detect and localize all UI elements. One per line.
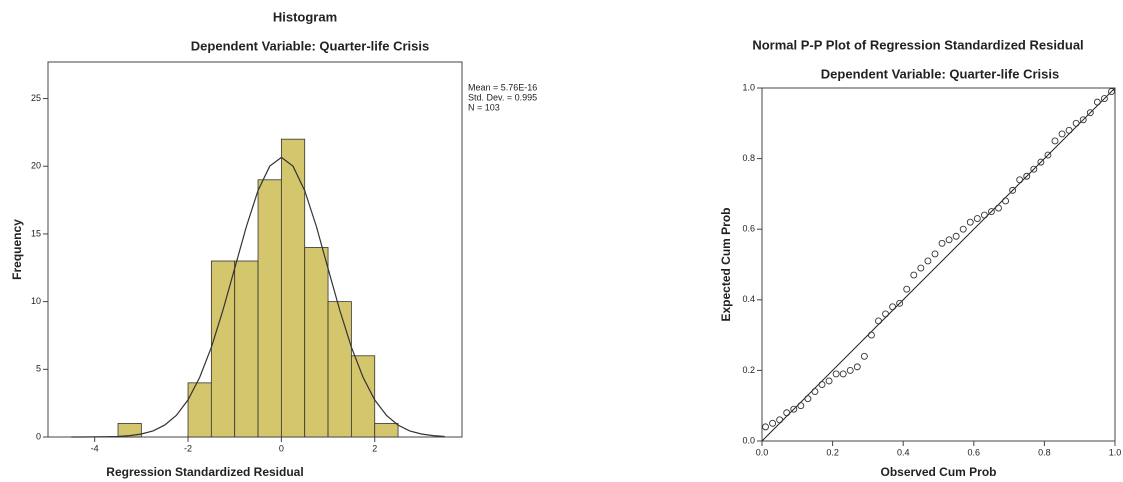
histogram-bar <box>305 247 328 437</box>
y-tick-label: 15 <box>31 228 41 238</box>
chart-subtitle: Dependent Variable: Quarter-life Crisis <box>191 38 429 53</box>
y-tick-label: 1.0 <box>742 82 755 92</box>
y-tick-label: 0.0 <box>742 435 755 445</box>
histogram-bar <box>235 261 258 437</box>
histogram-bar <box>211 261 234 437</box>
x-tick-label: -2 <box>184 443 192 453</box>
stats-annotation: N = 103 <box>468 102 500 112</box>
y-tick-label: 0 <box>36 431 41 441</box>
x-tick-label: 0.8 <box>1038 447 1051 457</box>
chart-title: Histogram <box>273 9 337 24</box>
stats-annotation: Std. Dev. = 0.995 <box>468 92 537 102</box>
stats-annotation: Mean = 5.76E-16 <box>468 82 537 92</box>
y-axis-title: Frequency <box>10 219 24 280</box>
y-tick-label: 0.6 <box>742 224 755 234</box>
histogram-bar <box>351 356 374 437</box>
y-tick-label: 25 <box>31 93 41 103</box>
x-tick-label: 1.0 <box>1109 447 1122 457</box>
histogram-bar <box>258 180 281 437</box>
x-axis-title: Regression Standardized Residual <box>106 465 303 479</box>
x-tick-label: 0.6 <box>968 447 981 457</box>
y-tick-label: 0.2 <box>742 365 755 375</box>
histogram-bar <box>188 383 211 437</box>
y-tick-label: 0.8 <box>742 153 755 163</box>
histogram-bar <box>328 302 351 437</box>
chart-title: Normal P-P Plot of Regression Standardiz… <box>752 37 1083 52</box>
y-tick-label: 5 <box>36 364 41 374</box>
y-tick-label: 0.4 <box>742 294 755 304</box>
x-tick-label: 0 <box>279 443 284 453</box>
y-tick-label: 20 <box>31 161 41 171</box>
y-tick-label: 10 <box>31 296 41 306</box>
x-tick-label: 2 <box>372 443 377 453</box>
chart-subtitle: Dependent Variable: Quarter-life Crisis <box>821 66 1059 81</box>
screenshot: Histogram Dependent Variable: Quarter-lif… <box>0 0 1123 482</box>
y-axis-title: Expected Cum Prob <box>719 207 733 321</box>
x-axis-title: Observed Cum Prob <box>880 465 996 479</box>
x-tick-label: -4 <box>91 443 99 453</box>
x-tick-label: 0.0 <box>756 447 769 457</box>
histogram-bar <box>375 423 398 437</box>
x-tick-label: 0.2 <box>826 447 839 457</box>
x-tick-label: 0.4 <box>897 447 910 457</box>
